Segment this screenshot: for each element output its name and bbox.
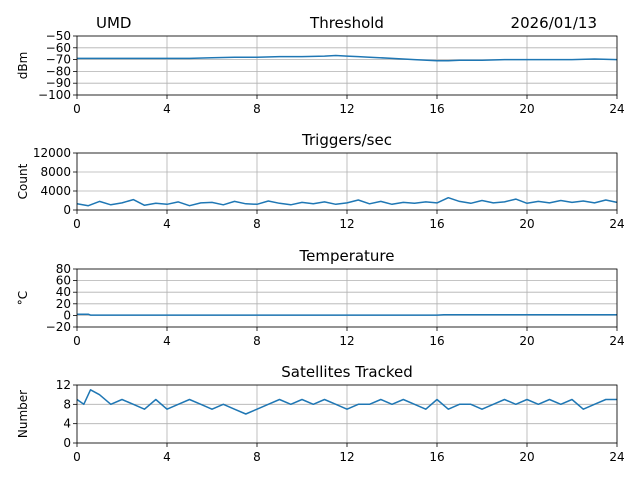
x-tick-label: 24	[609, 450, 624, 464]
y-tick-label: 4	[63, 417, 71, 431]
y-tick-label: 0	[63, 436, 71, 450]
x-tick-label: 4	[163, 102, 171, 116]
panel-title: Triggers/sec	[301, 131, 392, 149]
y-tick-label: 80	[56, 262, 71, 276]
series-line-1	[76, 196, 618, 207]
x-tick-label: 20	[519, 217, 534, 231]
x-tick-label: 0	[73, 102, 81, 116]
x-tick-label: 16	[429, 450, 444, 464]
y-tick-label: −70	[46, 53, 71, 67]
panel-title: Threshold	[309, 14, 384, 32]
series-line-1	[76, 389, 617, 415]
y-tick-label: 8000	[40, 165, 71, 179]
x-tick-label: 24	[609, 102, 624, 116]
y-tick-label: 12000	[33, 146, 71, 160]
x-tick-label: 8	[253, 102, 261, 116]
x-tick-label: 4	[163, 217, 171, 231]
x-tick-label: 12	[339, 334, 354, 348]
x-tick-label: 24	[609, 217, 624, 231]
x-tick-label: 12	[339, 450, 354, 464]
series-line-1	[77, 54, 618, 62]
x-tick-label: 4	[163, 334, 171, 348]
x-tick-label: 8	[253, 334, 261, 348]
x-tick-label: 20	[519, 334, 534, 348]
y-axis-label: dBm	[16, 52, 30, 80]
y-tick-label: 8	[63, 397, 71, 411]
y-axis-label: °C	[16, 291, 30, 305]
x-tick-label: 0	[73, 450, 81, 464]
chart-panel-4: 0 4 8 12 16 20 24 0 4 8 12 Satellites Tracked Number	[16, 363, 625, 464]
x-tick-label: 8	[253, 450, 261, 464]
y-tick-label: −50	[46, 29, 71, 43]
chart-panel-2: 0 4 8 12 16 20 24 0 4000 8000 12000 Triggers/sec Cou…	[16, 131, 625, 231]
x-tick-label: 20	[519, 450, 534, 464]
x-tick-label: 16	[429, 102, 444, 116]
date-label: 2026/01/13	[511, 14, 597, 32]
y-tick-label: −60	[46, 41, 71, 55]
y-tick-label: −90	[46, 76, 71, 90]
x-tick-label: 12	[339, 217, 354, 231]
x-tick-label: 4	[163, 450, 171, 464]
x-tick-label: 0	[73, 334, 81, 348]
y-tick-label: 0	[63, 203, 71, 217]
y-tick-label: 4000	[40, 184, 71, 198]
y-tick-label: 0	[63, 308, 71, 322]
series-line-1	[77, 313, 617, 316]
x-tick-label: 12	[339, 102, 354, 116]
y-tick-label: −100	[38, 88, 71, 102]
y-tick-label: 12	[56, 378, 71, 392]
site-label: UMD	[96, 14, 131, 32]
panel-title: Satellites Tracked	[281, 363, 412, 381]
x-tick-label: 16	[429, 334, 444, 348]
y-tick-label: 20	[56, 297, 71, 311]
x-tick-label: 16	[429, 217, 444, 231]
x-tick-label: 8	[253, 217, 261, 231]
y-tick-label: 60	[56, 274, 71, 288]
x-tick-label: 0	[73, 217, 81, 231]
y-tick-label: 40	[56, 285, 71, 299]
y-tick-label: −80	[46, 64, 71, 78]
chart-panel-1: 0 4 8 12 16 20 24 −100−90−80−70−60−50 Threshold d…	[16, 14, 625, 116]
x-tick-label: 24	[609, 334, 624, 348]
chart-panels: 0 4 8 12 16 20 24 −100−90−80−70−60−50 Threshold d…	[16, 14, 625, 464]
panel-title: Temperature	[298, 247, 394, 265]
y-tick-label: −20	[46, 320, 71, 334]
y-axis-label: Number	[16, 390, 30, 438]
y-axis-label: Count	[16, 163, 30, 199]
x-tick-label: 20	[519, 102, 534, 116]
